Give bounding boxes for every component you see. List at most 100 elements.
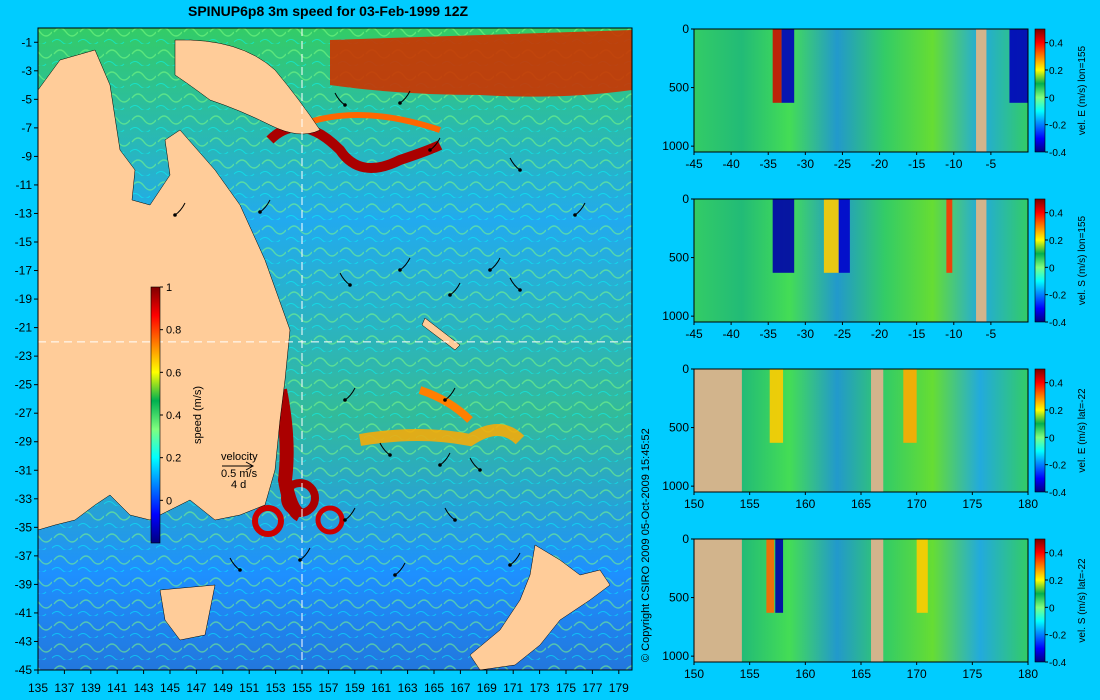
map-frame: [37, 27, 633, 671]
panel-land: [694, 369, 742, 492]
panel-x-tick-label: 170: [907, 667, 927, 681]
map-x-tick-label: 177: [582, 681, 602, 695]
map-x-tick-label: 161: [371, 681, 391, 695]
map-y-tick-label: -11: [16, 178, 33, 192]
velocity-arrow-tip: [448, 293, 452, 297]
panel-colorbar: [1034, 28, 1046, 153]
panel-x-tick-label: -10: [945, 157, 963, 171]
map-x-tick-label: 153: [266, 681, 286, 695]
map-y-tick-label: -37: [15, 549, 33, 563]
map-x-tick-label: 143: [134, 681, 154, 695]
current-feature: [418, 386, 473, 423]
map-x-tick-label: 137: [54, 681, 74, 695]
panel-y-tick-label: 0: [682, 22, 689, 36]
land-australia: [37, 49, 291, 531]
panel-colorbar-tick-label: 0.4: [1049, 379, 1063, 390]
panel-x-tick-label: -30: [797, 327, 815, 341]
panel-x-tick-label: -5: [986, 327, 997, 341]
colorbar-tick-label: 0.2: [166, 453, 181, 465]
velocity-arrow-tip: [488, 268, 492, 272]
panel-x-tick-label: -30: [797, 157, 815, 171]
panel-y-tick-label: 500: [669, 591, 689, 605]
panel-x-tick-label: -40: [722, 157, 740, 171]
velocity-key-title: velocity: [221, 451, 258, 463]
velocity-arrow-tip: [258, 210, 262, 214]
map-x-tick-label: 155: [292, 681, 312, 695]
velocity-arrow-tip: [573, 213, 577, 217]
panel-x-tick-label: 155: [740, 497, 760, 511]
land-new-zealand: [469, 544, 611, 671]
map-y-tick-label: -5: [21, 92, 32, 106]
panel-colorbar-tick-label: 0: [1049, 93, 1055, 104]
map-y-tick-label: -9: [21, 149, 32, 163]
panel-colorbar: [1034, 368, 1046, 493]
panel-x-tick-label: 165: [851, 667, 871, 681]
panel-feature: [781, 29, 795, 103]
panel-y-tick-label: 1000: [662, 649, 689, 663]
panel-x-tick-label: 175: [962, 667, 982, 681]
panel-feature: [766, 539, 775, 613]
section-panel-vel-s-lat22: 150 155 160 165 170 175 180 0 500 1000 -0.4 -0.2 0 0.…: [662, 532, 1088, 681]
map-x-axis: 135 137 139 141 143 145 147 149 151 153 155 157 159 1…: [28, 670, 629, 695]
map-y-tick-label: -41: [15, 606, 33, 620]
panel-feature: [838, 199, 850, 273]
panel-feature: [1009, 29, 1028, 103]
panel-colorbar-label: vel. E (m/s) lat=-22: [1077, 388, 1088, 473]
panel-x-tick-label: -45: [685, 157, 703, 171]
velocity-arrow-tip: [298, 558, 302, 562]
panel-y-tick-label: 500: [669, 251, 689, 265]
panel-land: [871, 539, 884, 662]
panel-frame: [693, 28, 1029, 153]
panel-x-tick-label: -20: [871, 327, 889, 341]
map-x-tick-label: 171: [503, 681, 523, 695]
panel-x-tick-label: 160: [795, 497, 815, 511]
map-plot-area: [37, 28, 632, 671]
section-lines: [38, 28, 632, 670]
panel-colorbar-label: vel. E (m/s) lon=155: [1077, 45, 1088, 135]
section-panel-vel-e-lon155: -45 -40 -35 -30 -25 -20 -15 -10 -5 0 500 1000 -0.4 -0…: [662, 22, 1088, 171]
velocity-key: velocity 0.5 m/s 4 d: [221, 451, 258, 491]
panel-x-tick-label: -25: [834, 327, 852, 341]
panel-feature: [903, 369, 917, 443]
map-x-tick-label: 163: [398, 681, 418, 695]
colorbar-bar: [150, 286, 161, 544]
map-x-tick-label: 159: [345, 681, 365, 695]
map-y-tick-label: -3: [21, 64, 32, 78]
panel-land: [694, 539, 742, 662]
panel-colorbar-tick-label: 0.2: [1049, 406, 1063, 417]
land-new-caledonia: [421, 317, 461, 351]
map-y-tick-label: -29: [15, 435, 33, 449]
panel-y-tick-label: 0: [682, 532, 689, 546]
map-y-tick-label: -27: [15, 406, 33, 420]
current-feature: [330, 30, 632, 97]
colorbar-label: speed (m/s): [192, 386, 204, 444]
map-x-tick-label: 135: [28, 681, 48, 695]
velocity-arrow-tip: [343, 398, 347, 402]
velocity-key-duration: 4 d: [231, 479, 246, 491]
velocity-arrow-tip: [443, 398, 447, 402]
panel-colorbar-tick-label: 0.4: [1049, 209, 1063, 220]
panel-x-tick-label: 180: [1018, 667, 1038, 681]
panel-colorbar-tick-label: -0.2: [1049, 631, 1067, 642]
eddy-feature: [252, 505, 284, 537]
map-x-tick-label: 149: [213, 681, 233, 695]
map-x-tick-label: 165: [424, 681, 444, 695]
map-y-tick-label: -45: [15, 663, 33, 677]
panel-colorbar: [1034, 538, 1046, 663]
map-y-tick-label: -15: [15, 235, 33, 249]
panel-feature: [772, 199, 795, 273]
section-panel-vel-s-lon155: -45 -40 -35 -30 -25 -20 -15 -10 -5 0 500 1000 -0.4 -0…: [662, 192, 1088, 341]
velocity-key-arrowhead: [245, 461, 255, 471]
panel-x-tick-label: -45: [685, 327, 703, 341]
panel-y-tick-label: 500: [669, 421, 689, 435]
map-y-tick-label: -17: [15, 264, 33, 278]
panel-field: [694, 29, 1028, 152]
velocity-arrow-tip: [348, 283, 352, 287]
panel-land: [976, 199, 987, 322]
panel-y-tick-label: 1000: [662, 479, 689, 493]
colorbar-tick-label: 0.8: [166, 325, 181, 337]
colorbar-tick-label: 0.6: [166, 367, 181, 379]
map-y-tick-label: -35: [15, 520, 33, 534]
land-tasmania: [159, 584, 216, 641]
velocity-key-speed: 0.5 m/s: [221, 468, 258, 480]
